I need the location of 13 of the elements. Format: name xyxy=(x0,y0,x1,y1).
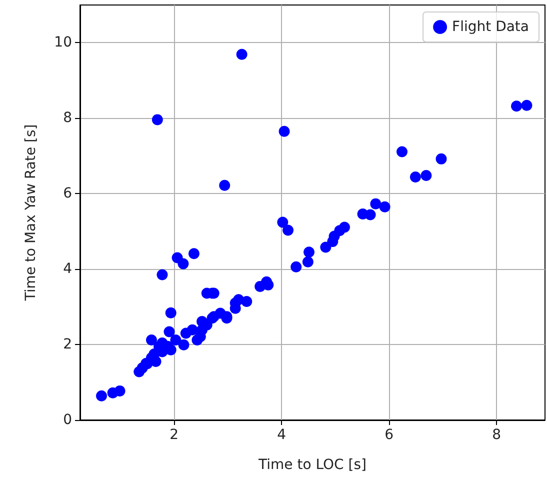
y-axis-title: Time to Max Yaw Rate [s] xyxy=(23,124,39,302)
x-tick-label: 8 xyxy=(492,427,502,443)
y-tick-label: 10 xyxy=(54,34,72,51)
y-tick-label: 6 xyxy=(63,186,72,202)
y-tick-label: 0 xyxy=(63,412,72,428)
x-tick-label: 4 xyxy=(277,427,286,443)
x-tick-label: 2 xyxy=(170,427,179,443)
x-tick-label: 6 xyxy=(384,427,394,443)
y-tick-label: 2 xyxy=(63,336,72,353)
y-tick-label: 8 xyxy=(63,110,72,126)
x-axis-title: Time to LOC [s] xyxy=(258,457,366,473)
legend-label: Flight Data xyxy=(452,19,530,35)
y-tick-label: 4 xyxy=(63,261,72,278)
